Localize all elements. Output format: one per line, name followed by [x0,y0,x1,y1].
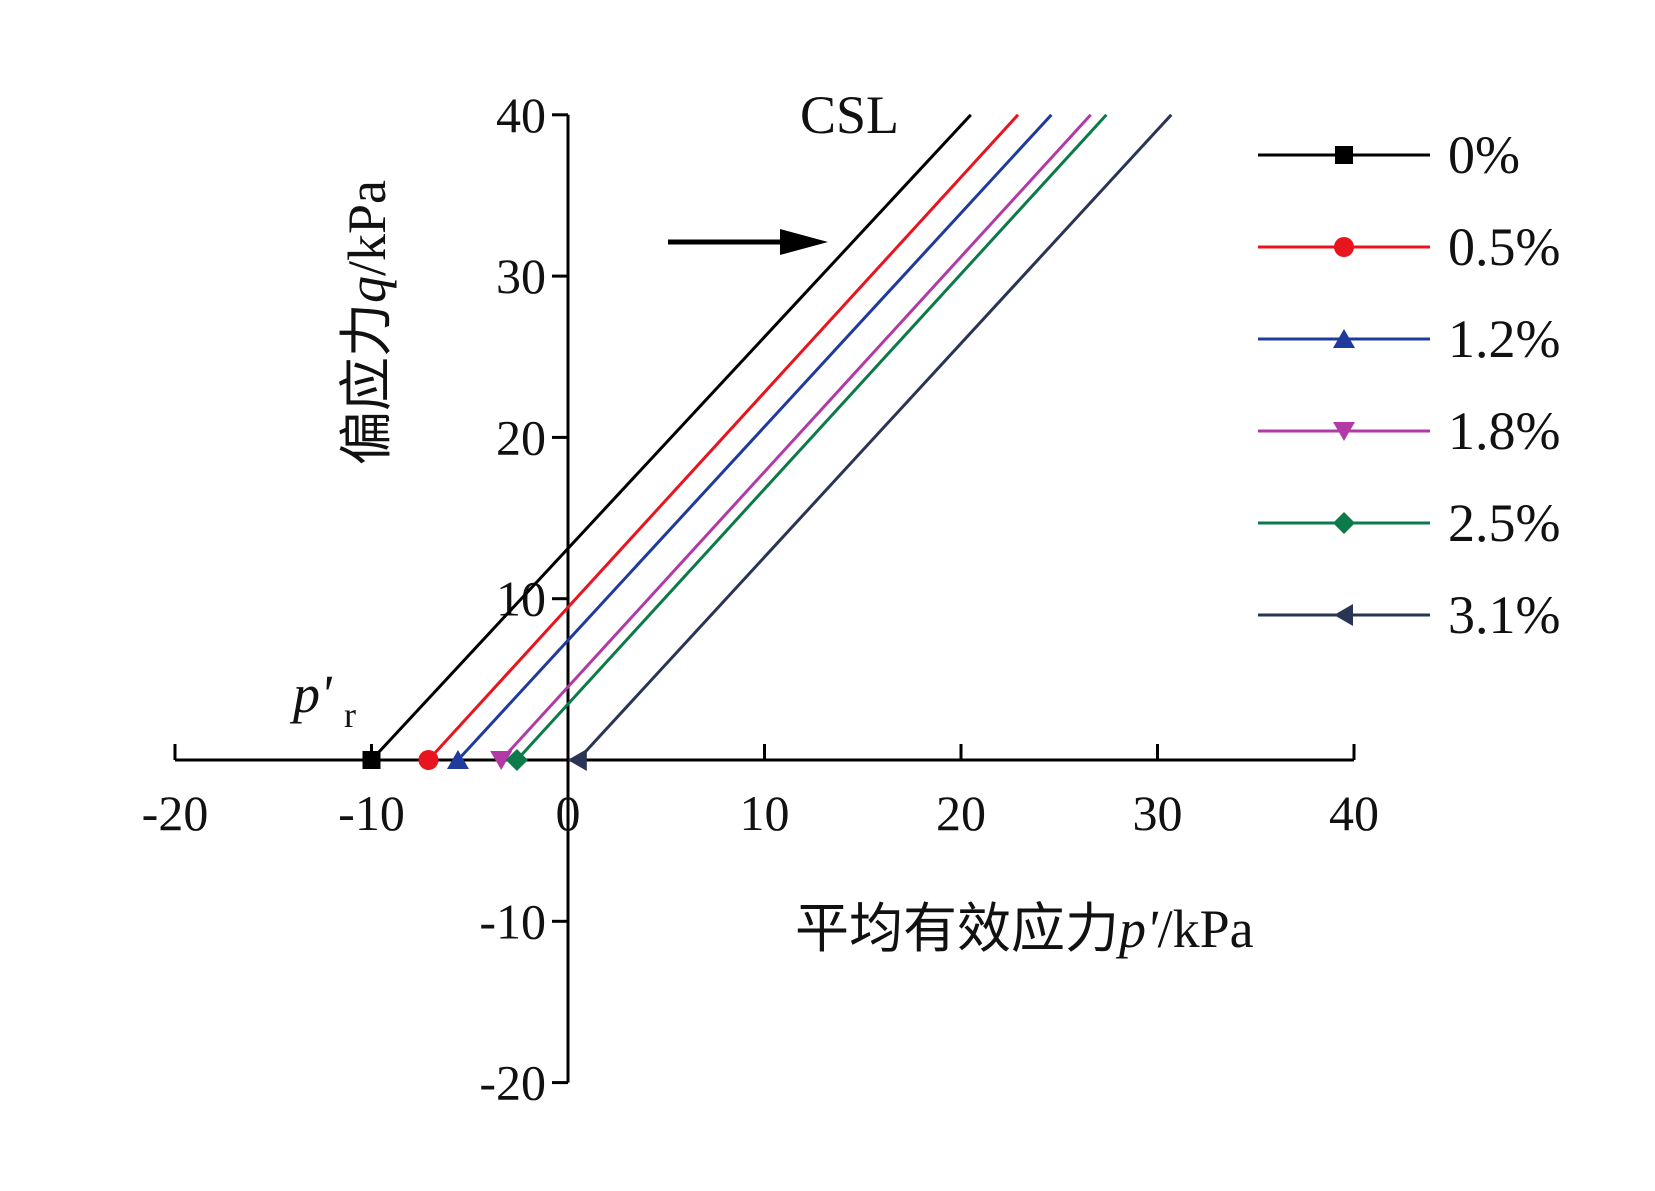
x-tick-label: -10 [338,785,405,841]
x-axis-label: 平均有效应力p'/kPa [795,899,1254,959]
x-tick-label: 0 [556,785,581,841]
legend-marker [1335,146,1353,164]
series-marker [505,749,528,771]
legend-item-1: 0.5% [1258,217,1560,277]
pr-annotation-var: p' [289,664,333,724]
legend: 0% 0.5% 1.2% 1.8% 2.5% 3.1% [1258,125,1560,645]
y-axis-label-prefix: 偏应力 [337,303,397,465]
legend-item-0: 0% [1258,125,1520,185]
csl-arrow-head [780,229,828,255]
series-5 [567,113,1173,771]
x-tick-label: 20 [936,785,986,841]
legend-marker [1333,422,1355,441]
annotations: CSL p' r [289,85,899,735]
legend-label: 1.2% [1448,309,1560,369]
series-0 [362,113,972,769]
y-tick-label: 20 [496,409,546,465]
series-marker [362,751,381,769]
series-marker [490,751,513,770]
x-axis-label-unit: /kPa [1158,899,1254,959]
legend-marker [1334,237,1354,257]
series-2 [446,113,1053,769]
legend-item-5: 3.1% [1258,585,1560,645]
y-axis-label-text: 偏应力q/kPa [337,180,397,465]
legend-marker [1333,512,1355,534]
series-line [576,113,1173,762]
y-tick-label: -10 [479,893,546,949]
x-tick-label: 30 [1133,785,1183,841]
series-line [370,113,972,762]
series-marker [446,750,469,769]
legend-marker [1334,604,1353,626]
series-marker [567,749,587,771]
series-layer [362,113,1173,771]
y-tick-label: 40 [496,87,546,143]
series-3 [490,113,1092,770]
x-axis-label-var: p' [1115,899,1159,959]
pr-annotation-sub: r [344,695,356,735]
x-tick-label: 10 [740,785,790,841]
x-tick-label: -20 [142,785,209,841]
y-axis-label: 偏应力q/kPa [337,180,397,465]
y-tick-label: 30 [496,248,546,304]
series-line [427,113,1020,762]
series-1 [418,113,1020,770]
y-axis-label-unit: /kPa [337,180,397,276]
x-axis-label-text: 平均有效应力p'/kPa [795,899,1254,959]
series-line [515,113,1108,762]
series-line [456,113,1053,762]
legend-label: 1.8% [1448,401,1560,461]
legend-label: 0.5% [1448,217,1560,277]
csl-annotation: CSL [800,85,899,145]
x-axis-label-prefix: 平均有效应力 [795,899,1119,959]
legend-label: 2.5% [1448,493,1560,553]
legend-item-4: 2.5% [1258,493,1560,553]
legend-label: 0% [1448,125,1520,185]
legend-item-3: 1.8% [1258,401,1560,461]
y-tick-label: -20 [479,1055,546,1111]
legend-item-2: 1.2% [1258,309,1560,369]
y-axis-label-var: q [337,276,397,303]
x-tick-label: 40 [1329,785,1379,841]
series-line [500,113,1092,762]
series-4 [505,113,1108,771]
legend-marker [1333,329,1355,348]
pr-annotation: p' [289,664,333,724]
series-marker [418,750,439,770]
legend-label: 3.1% [1448,585,1560,645]
